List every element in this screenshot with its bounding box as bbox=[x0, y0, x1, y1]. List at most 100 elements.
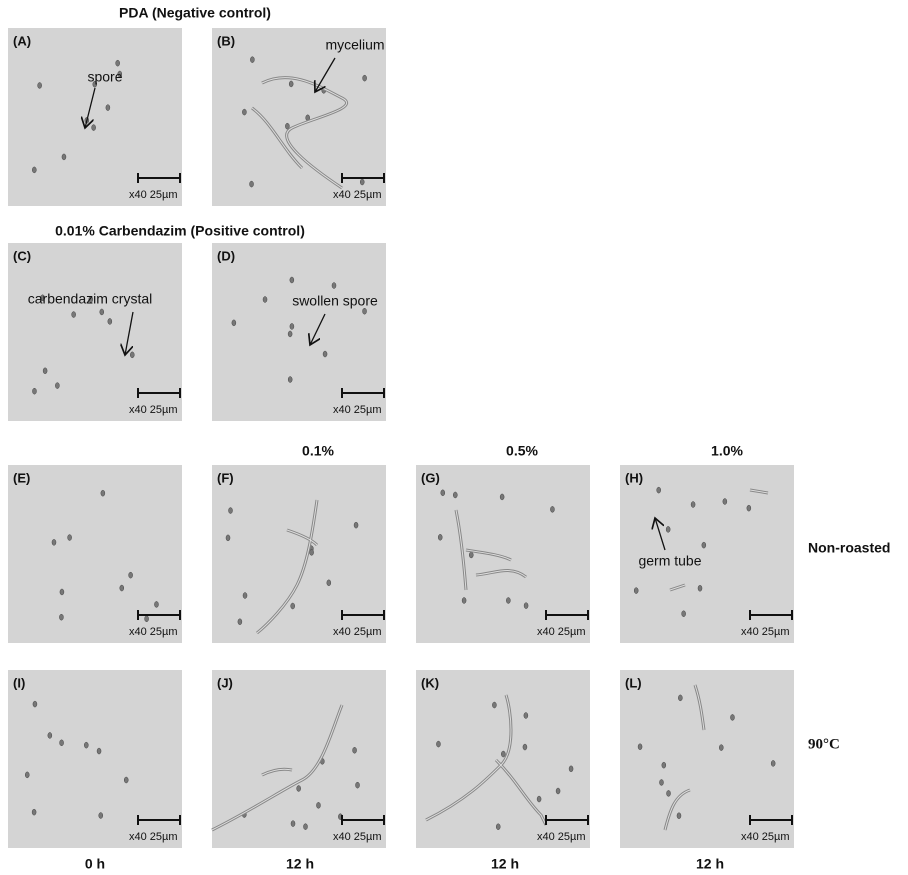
panel-letter: (E) bbox=[13, 470, 30, 485]
row-label: Non-roasted bbox=[808, 540, 890, 556]
spore bbox=[356, 782, 360, 788]
spore bbox=[59, 614, 63, 620]
spore bbox=[667, 790, 671, 796]
spore bbox=[363, 308, 367, 314]
spore bbox=[243, 592, 247, 598]
spore bbox=[72, 312, 76, 318]
spore bbox=[38, 82, 42, 88]
scale-label: x40 25µm bbox=[741, 831, 790, 843]
spore bbox=[32, 167, 36, 173]
spore bbox=[290, 277, 294, 283]
spore bbox=[232, 320, 236, 326]
spore bbox=[48, 732, 52, 738]
column-label: 0.5% bbox=[506, 443, 538, 459]
spore bbox=[659, 779, 663, 785]
spore bbox=[116, 60, 120, 66]
time-label: 0 h bbox=[85, 856, 105, 872]
figure: PDA (Negative control) 0.01% Carbendazim… bbox=[0, 0, 908, 875]
spore bbox=[634, 588, 638, 594]
spore bbox=[92, 125, 96, 131]
spore bbox=[97, 748, 101, 754]
micrograph bbox=[212, 28, 386, 206]
spore bbox=[453, 492, 457, 498]
spore bbox=[723, 498, 727, 504]
annotation: spore bbox=[87, 69, 122, 85]
micrograph bbox=[8, 465, 182, 643]
spore bbox=[60, 740, 64, 746]
spore bbox=[524, 603, 528, 609]
spore bbox=[441, 490, 445, 496]
spore bbox=[438, 534, 442, 540]
micrograph bbox=[212, 465, 386, 643]
spore bbox=[500, 494, 504, 500]
micrograph bbox=[620, 670, 794, 848]
annotation: carbendazim crystal bbox=[28, 291, 153, 307]
micrograph bbox=[8, 28, 182, 206]
time-label: 12 h bbox=[491, 856, 519, 872]
spore bbox=[524, 712, 528, 718]
spore bbox=[99, 813, 103, 819]
spore bbox=[678, 695, 682, 701]
spore bbox=[108, 318, 112, 324]
spore bbox=[124, 777, 128, 783]
scale-label: x40 25µm bbox=[741, 626, 790, 638]
spore bbox=[719, 745, 723, 751]
panel-letter: (L) bbox=[625, 675, 642, 690]
spore bbox=[52, 539, 56, 545]
page: PDA (Negative control) 0.01% Carbendazim… bbox=[0, 0, 908, 875]
spore bbox=[353, 747, 357, 753]
scale-label: x40 25µm bbox=[129, 626, 178, 638]
spore bbox=[303, 824, 307, 830]
spore bbox=[677, 813, 681, 819]
spore bbox=[550, 506, 554, 512]
heading: 0.01% Carbendazim (Positive control) bbox=[55, 223, 305, 239]
micrograph bbox=[212, 243, 386, 421]
spore bbox=[101, 490, 105, 496]
spore bbox=[250, 57, 254, 63]
spore bbox=[32, 809, 36, 815]
scale-label: x40 25µm bbox=[129, 404, 178, 416]
scale-label: x40 25µm bbox=[333, 831, 382, 843]
spore bbox=[436, 741, 440, 747]
spore bbox=[62, 154, 66, 160]
spore bbox=[327, 580, 331, 586]
spore bbox=[100, 309, 104, 315]
spore bbox=[323, 351, 327, 357]
row-label: 90°C bbox=[808, 736, 840, 752]
spore bbox=[291, 603, 295, 609]
spore bbox=[492, 702, 496, 708]
panel-letter: (K) bbox=[421, 675, 439, 690]
spore bbox=[698, 585, 702, 591]
time-label: 12 h bbox=[696, 856, 724, 872]
spore bbox=[226, 535, 230, 541]
annotation: germ tube bbox=[638, 553, 701, 569]
spore bbox=[291, 821, 295, 827]
scale-label: x40 25µm bbox=[537, 831, 586, 843]
spore bbox=[360, 179, 364, 185]
spore bbox=[771, 760, 775, 766]
spore bbox=[288, 331, 292, 337]
panel-letter: (H) bbox=[625, 470, 643, 485]
micrograph bbox=[416, 670, 590, 848]
spore bbox=[556, 788, 560, 794]
spore bbox=[106, 105, 110, 111]
spore bbox=[316, 802, 320, 808]
panel-letter: (I) bbox=[13, 675, 25, 690]
micrograph bbox=[8, 670, 182, 848]
spore bbox=[154, 601, 158, 607]
spore bbox=[469, 552, 473, 558]
spore bbox=[332, 283, 336, 289]
panel-letter: (J) bbox=[217, 675, 233, 690]
panel-letter: (F) bbox=[217, 470, 234, 485]
spore bbox=[145, 616, 149, 622]
spore bbox=[33, 701, 37, 707]
spore bbox=[682, 611, 686, 617]
spore bbox=[537, 796, 541, 802]
spore bbox=[55, 383, 59, 389]
spore bbox=[32, 388, 36, 394]
spore bbox=[129, 572, 133, 578]
spore bbox=[120, 585, 124, 591]
spore bbox=[523, 744, 527, 750]
spore bbox=[496, 824, 500, 830]
scale-label: x40 25µm bbox=[129, 189, 178, 201]
